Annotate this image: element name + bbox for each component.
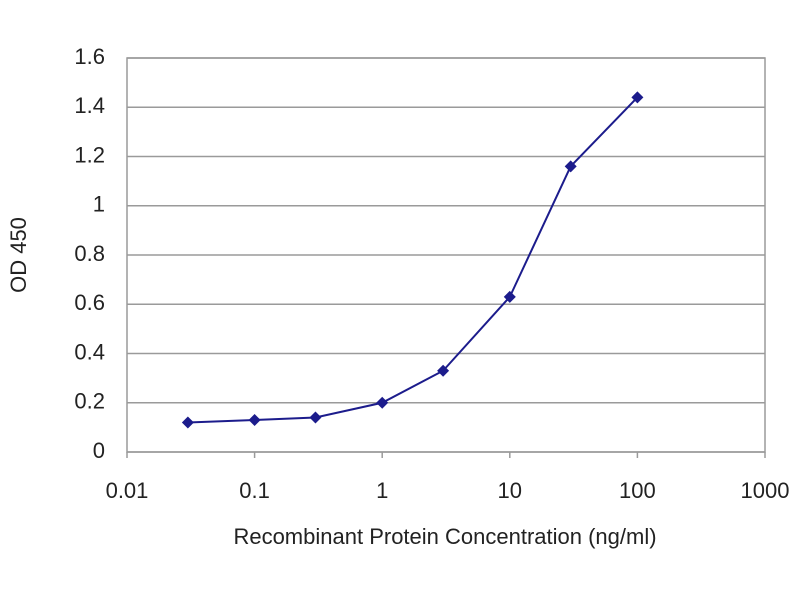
x-axis-label: Recombinant Protein Concentration (ng/ml… <box>233 524 656 549</box>
y-tick-label: 0.6 <box>74 290 105 315</box>
x-tick-label: 1000 <box>741 478 790 503</box>
y-tick-label: 1 <box>93 192 105 217</box>
y-tick-label: 0 <box>93 438 105 463</box>
data-point <box>248 413 261 426</box>
data-point <box>631 91 644 104</box>
data-point <box>309 411 322 424</box>
data-point <box>503 290 516 303</box>
y-tick-label: 1.6 <box>74 44 105 69</box>
data-line <box>187 96 639 424</box>
x-tick-label: 0.01 <box>106 478 149 503</box>
data-point <box>564 160 577 173</box>
data-point <box>437 364 450 377</box>
y-tick-label: 0.2 <box>74 389 105 414</box>
x-tick-label: 100 <box>619 478 656 503</box>
x-tick-label: 10 <box>498 478 522 503</box>
x-tick-label: 0.1 <box>239 478 270 503</box>
y-tick-label: 1.2 <box>74 142 105 167</box>
x-tick-label: 1 <box>376 478 388 503</box>
y-axis-label: OD 450 <box>6 217 31 293</box>
data-point <box>181 416 194 429</box>
y-tick-label: 0.8 <box>74 241 105 266</box>
y-tick-label: 1.4 <box>74 93 105 118</box>
y-tick-label: 0.4 <box>74 339 105 364</box>
data-point <box>376 396 389 409</box>
